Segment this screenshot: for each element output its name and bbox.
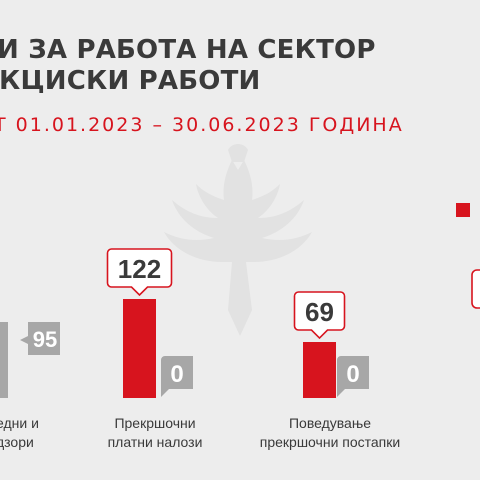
category-label-1-line-1: едни и [0, 415, 39, 431]
data-label-primary-box-3 [293, 291, 346, 340]
data-label-secondary-box-2 [161, 356, 193, 397]
chart-title-line-1: И ЗА РАБОТА НА СЕКТОР [0, 35, 376, 65]
category-label-2-line-1: Прекршочни [114, 415, 196, 431]
data-label-secondary-box-3 [337, 356, 369, 397]
data-label-primary-3: 69 [305, 297, 334, 327]
chart-title-line-2: КЦИСКИ РАБОТИ [0, 66, 261, 96]
data-label-primary-2: 122 [118, 254, 161, 284]
category-label-2-line-2: платни налози [107, 434, 203, 450]
bar-primary-3 [303, 342, 336, 398]
eagle-watermark-icon [164, 144, 312, 336]
category-label-3: Поведување прекршочни постапки [250, 414, 410, 452]
category-label-1: едни и дзори [0, 414, 39, 452]
category-label-3-line-1: Поведување [288, 415, 371, 431]
plot-area: 95 122 0 69 0 [0, 203, 480, 398]
bar-secondary-1 [0, 322, 8, 398]
bar-primary-2 [123, 299, 156, 398]
data-label-secondary-box-1 [20, 322, 60, 355]
data-label-secondary-3: 0 [346, 361, 359, 388]
data-label-secondary-2: 0 [170, 361, 183, 388]
category-label-1-line-2: дзори [0, 434, 34, 450]
category-label-2: Прекршочни платни налози [95, 414, 215, 452]
legend-marker-icon [456, 203, 470, 217]
data-label-primary-box-2 [106, 248, 173, 297]
data-label-secondary-1: 95 [33, 327, 57, 352]
data-label-primary-box-4 [471, 269, 480, 309]
category-label-3-line-2: прекршочни постапки [259, 434, 401, 450]
period-subtitle: Т 01.01.2023 – 30.06.2023 ГОДИНА [0, 114, 404, 136]
